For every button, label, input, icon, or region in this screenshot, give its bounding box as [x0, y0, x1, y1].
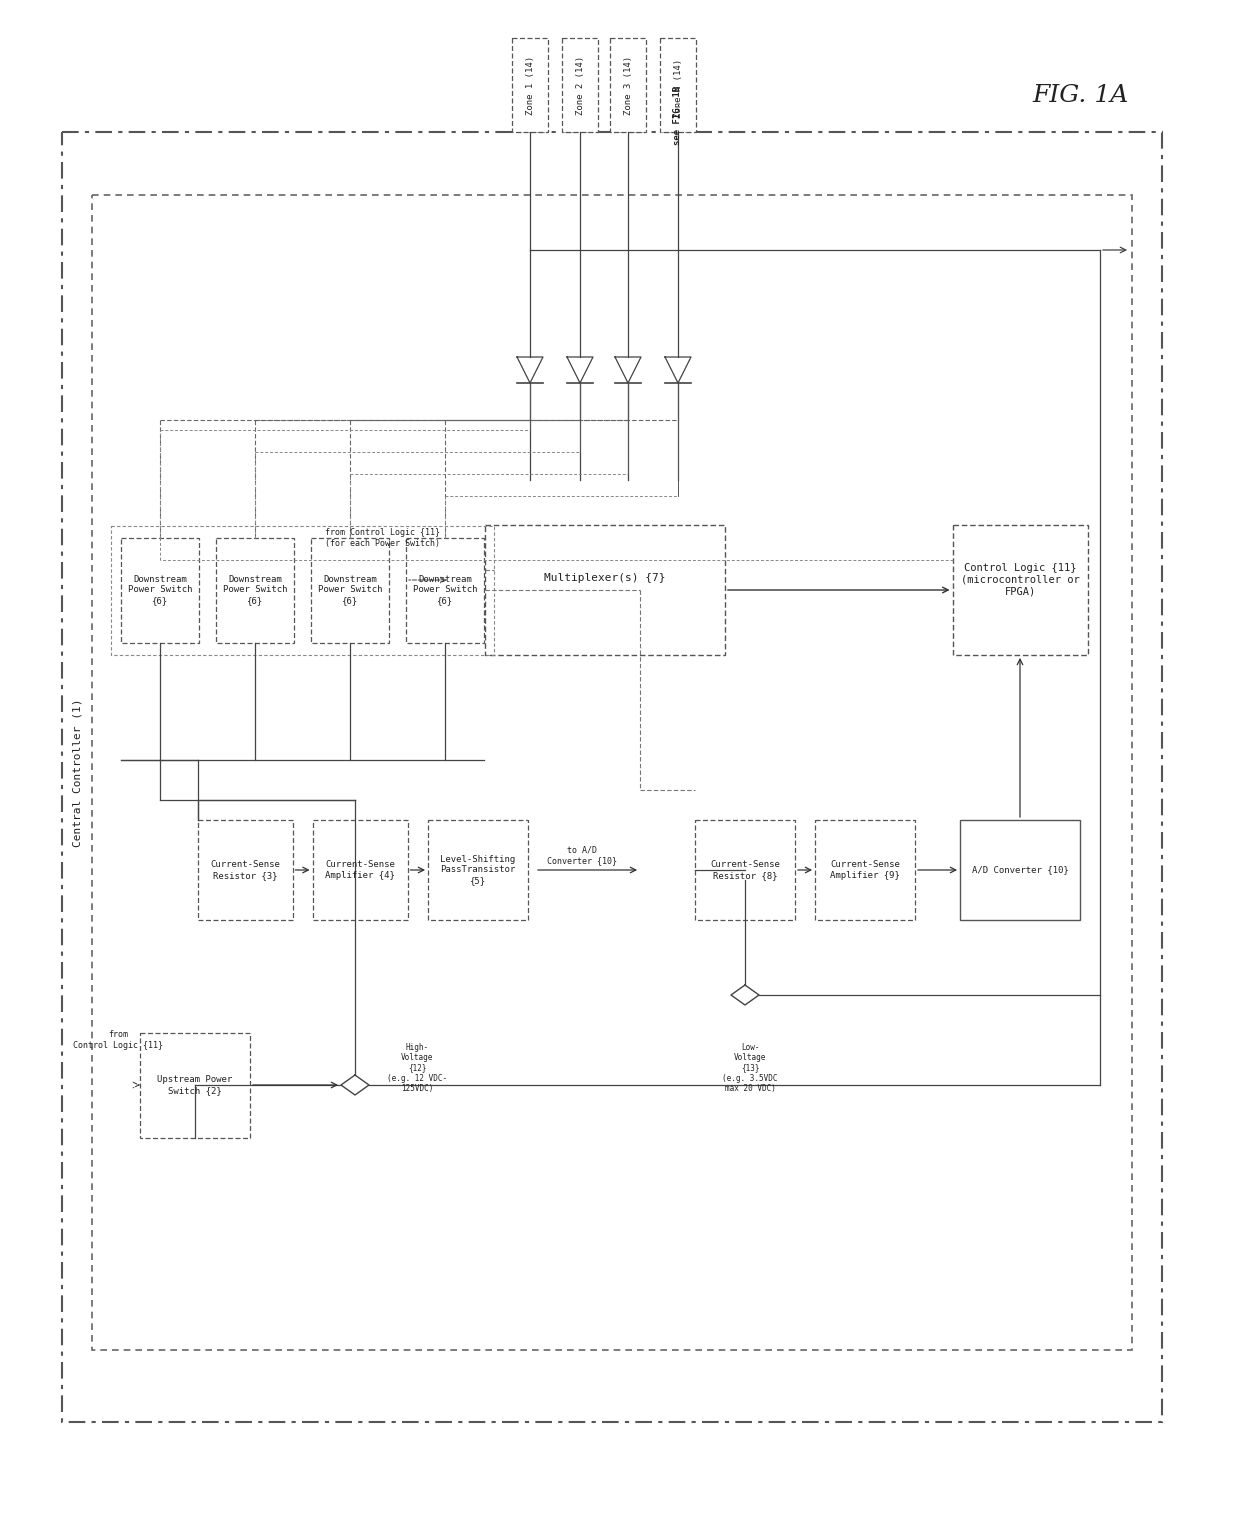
- Text: Zone 3 (14): Zone 3 (14): [624, 55, 632, 115]
- Bar: [428, 821, 528, 920]
- Bar: [512, 38, 548, 131]
- Bar: [485, 526, 725, 656]
- Text: Low-
Voltage
{13}
(e.g. 3.5VDC
max 20 VDC): Low- Voltage {13} (e.g. 3.5VDC max 20 VD…: [722, 1042, 777, 1094]
- Bar: [405, 538, 484, 642]
- Bar: [140, 1033, 250, 1137]
- Bar: [311, 538, 389, 642]
- Text: from
Control Logic {11}: from Control Logic {11}: [73, 1030, 162, 1050]
- Bar: [62, 131, 1162, 1423]
- Bar: [92, 196, 1132, 1351]
- Bar: [312, 821, 408, 920]
- Text: A/D Converter {10}: A/D Converter {10}: [972, 865, 1069, 874]
- Text: Current-Sense
Resistor {8}: Current-Sense Resistor {8}: [711, 860, 780, 880]
- Bar: [112, 526, 494, 654]
- Text: Central Controller (1): Central Controller (1): [73, 698, 83, 847]
- Text: Current-Sense
Resistor {3}: Current-Sense Resistor {3}: [210, 860, 280, 880]
- Bar: [610, 38, 646, 131]
- Bar: [815, 821, 915, 920]
- Text: High-
Voltage
{12}
(e.g. 12 VDC-
125VDC): High- Voltage {12} (e.g. 12 VDC- 125VDC): [387, 1042, 448, 1094]
- Bar: [660, 38, 696, 131]
- Text: Downstream
Power Switch
{6}: Downstream Power Switch {6}: [223, 575, 288, 605]
- Text: Upstream Power
Switch {2}: Upstream Power Switch {2}: [157, 1076, 233, 1094]
- Bar: [562, 38, 598, 131]
- Bar: [952, 526, 1087, 656]
- Text: FIG. 1A: FIG. 1A: [1032, 84, 1128, 107]
- Text: Downstream
Power Switch
{6}: Downstream Power Switch {6}: [128, 575, 192, 605]
- Text: to A/D
Converter {10}: to A/D Converter {10}: [547, 845, 618, 865]
- Bar: [960, 821, 1080, 920]
- Text: see FIG. 1B: see FIG. 1B: [673, 86, 682, 145]
- Text: Zone 1 (14): Zone 1 (14): [526, 55, 534, 115]
- Bar: [216, 538, 294, 642]
- Text: Zone 2 (14): Zone 2 (14): [575, 55, 584, 115]
- Bar: [694, 821, 795, 920]
- Text: Zone N (14): Zone N (14): [673, 58, 682, 118]
- Text: from Control Logic {11}
(for each Power Switch): from Control Logic {11} (for each Power …: [325, 529, 440, 547]
- Bar: [122, 538, 198, 642]
- Text: Downstream
Power Switch
{6}: Downstream Power Switch {6}: [317, 575, 382, 605]
- Bar: [197, 821, 293, 920]
- Text: Current-Sense
Amplifier {4}: Current-Sense Amplifier {4}: [325, 860, 394, 880]
- Text: Control Logic {11}
(microcontroller or
FPGA): Control Logic {11} (microcontroller or F…: [961, 564, 1079, 596]
- Text: Downstream
Power Switch
{6}: Downstream Power Switch {6}: [413, 575, 477, 605]
- Text: Level-Shifting
PassTransistor
{5}: Level-Shifting PassTransistor {5}: [440, 856, 516, 885]
- Text: Multiplexer(s) {7}: Multiplexer(s) {7}: [544, 573, 666, 584]
- Text: Current-Sense
Amplifier {9}: Current-Sense Amplifier {9}: [830, 860, 900, 880]
